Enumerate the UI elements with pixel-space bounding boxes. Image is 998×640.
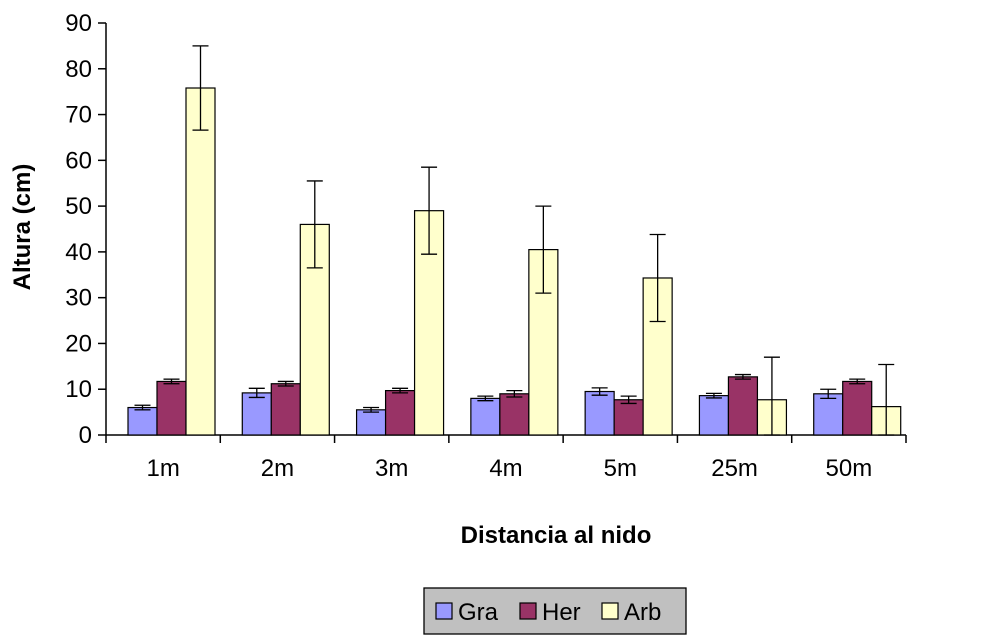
bar-arb [185,87,216,436]
legend-box [423,587,687,635]
y-tick-label: 70 [65,102,92,129]
bar-gra [470,397,501,436]
y-tick-label: 40 [65,239,92,266]
bar-her [384,389,416,436]
legend-swatch-her [519,602,537,620]
bar-gra [584,390,615,436]
y-tick-label: 60 [65,147,92,174]
legend-swatch-arb [601,602,619,620]
y-tick-label: 10 [65,376,92,403]
bar-her [499,393,530,436]
bar-gra [698,395,730,436]
y-tick-label: 30 [65,285,92,312]
y-tick-label: 20 [65,330,92,357]
y-tick-label: 0 [79,422,92,449]
legend-swatch-gra [435,602,453,620]
legend-label-her: Her [542,599,581,626]
x-tick-label: 50m [826,455,873,482]
x-axis-title: Distancia al nido [461,522,652,549]
x-tick-label: 4m [489,455,522,482]
x-tick-label: 5m [604,455,637,482]
bar-her [613,399,644,436]
legend-label-gra: Gra [458,599,499,626]
bar-her [156,380,187,436]
x-tick-label: 3m [375,455,408,482]
bar-gra [241,392,272,436]
bar-gra [127,406,158,436]
y-tick-label: 90 [65,10,92,37]
bar-gra [813,393,844,436]
y-tick-label: 80 [65,56,92,83]
legend: Gra Her Arb [423,587,687,635]
bar-her [842,380,873,436]
x-tick-label: 25m [711,455,758,482]
bar-her [270,383,301,436]
y-axis-title: Altura (cm) [9,164,36,291]
x-tick-label: 2m [261,455,294,482]
x-tick-label: 1m [146,455,179,482]
y-tick-label: 50 [65,193,92,220]
bar-gra [355,409,387,436]
legend-label-arb: Arb [624,599,661,626]
bar-her [727,376,759,436]
plot-area: 0 10 20 30 40 50 60 70 80 90 1m 2m 3m 4m 5m 25m 50m [65,10,907,482]
